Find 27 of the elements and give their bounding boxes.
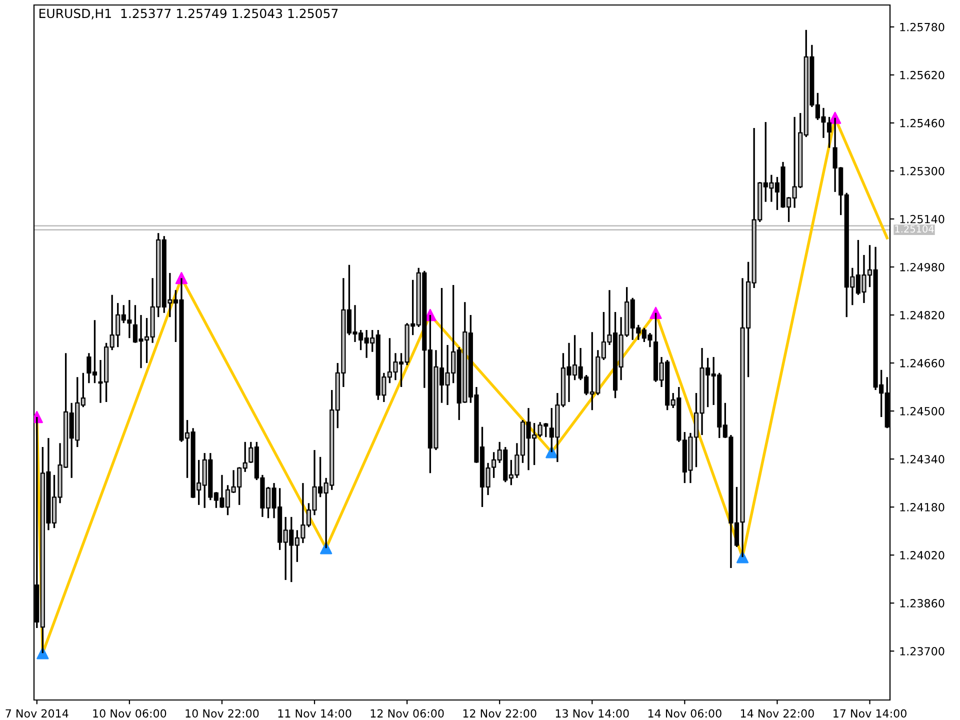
x-tick-label: 11 Nov 14:00 — [278, 709, 352, 718]
y-tick-label: 1.25620 — [900, 70, 944, 80]
y-tick-label: 1.24340 — [900, 455, 944, 464]
x-tick-label: 12 Nov 22:00 — [463, 709, 536, 718]
y-tick-label: 1.24180 — [900, 503, 944, 512]
y-tick-label: 1.24980 — [900, 262, 944, 272]
x-tick-label: 17 Nov 14:00 — [834, 709, 906, 718]
x-tick-label: 10 Nov 22:00 — [186, 709, 259, 718]
x-tick-label: 12 Nov 06:00 — [370, 709, 444, 718]
y-tick-label: 1.25140 — [900, 214, 944, 224]
y-tick-label: 1.23700 — [900, 647, 944, 656]
x-tick-label: 14 Nov 22:00 — [740, 709, 814, 718]
y-tick-label: 1.24660 — [900, 358, 944, 368]
x-tick-label: 10 Nov 06:00 — [93, 709, 166, 718]
y-tick-label: 1.24020 — [900, 551, 944, 560]
candlestick — [826, 116, 832, 149]
x-tick-label: 13 Nov 14:00 — [556, 709, 629, 718]
y-tick-label: 1.23860 — [900, 599, 944, 608]
x-tick-label: 7 Nov 2014 — [6, 709, 68, 718]
y-tick-label: 1.25780 — [900, 22, 944, 32]
y-tick-label: 1.25300 — [900, 166, 944, 176]
y-tick-label: 1.25460 — [900, 118, 944, 128]
ref-line-label: 1.25104 — [895, 225, 934, 233]
y-tick-label: 1.24500 — [900, 406, 944, 416]
y-tick-label: 1.24820 — [900, 310, 944, 320]
x-tick-label: 14 Nov 06:00 — [648, 709, 722, 718]
chart-title: EURUSD,H1 1.25377 1.25749 1.25043 1.25057 — [40, 8, 338, 20]
